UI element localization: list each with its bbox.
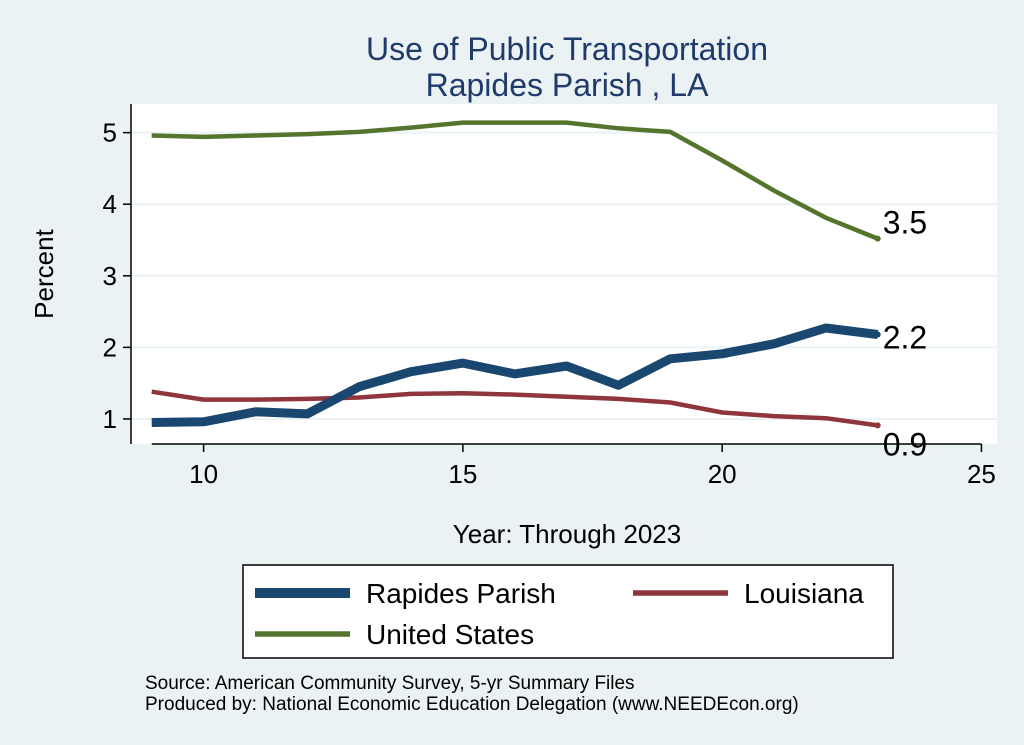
legend-box — [242, 564, 894, 659]
plot-area — [131, 104, 997, 444]
produced-note: Produced by: National Economic Education… — [145, 694, 799, 715]
x-tick-label: 15 — [448, 459, 477, 489]
y-tick-label: 5 — [103, 118, 117, 148]
end-label: 2.2 — [883, 319, 927, 355]
legend-label: Louisiana — [744, 578, 864, 609]
end-point — [874, 422, 881, 429]
end-label: 3.5 — [883, 205, 927, 241]
y-axis-label: Percent — [29, 228, 59, 318]
x-axis-label: Year: Through 2023 — [453, 519, 681, 549]
series-line-united-states — [151, 120, 879, 241]
axes: 1 2 3 4 5 10 15 20 25 — [103, 104, 996, 489]
end-point — [874, 235, 881, 242]
x-tick-label: 25 — [967, 459, 996, 489]
x-tick-label: 10 — [189, 459, 218, 489]
y-tick-label: 4 — [103, 189, 117, 219]
source-note: Source: American Community Survey, 5-yr … — [145, 673, 635, 694]
chart-subtitle: Rapides Parish , LA — [426, 67, 709, 103]
y-tick-label: 3 — [103, 261, 117, 291]
end-point — [874, 331, 881, 338]
x-tick-label: 20 — [708, 459, 737, 489]
series-line-rapides-parish — [151, 323, 879, 427]
end-label: 0.9 — [883, 426, 927, 462]
series-group — [151, 120, 879, 428]
gridlines — [131, 131, 997, 420]
end-labels: 2.2 0.9 3.5 — [874, 205, 927, 462]
y-tick-label: 1 — [103, 404, 117, 434]
legend-label: Rapides Parish — [366, 578, 556, 609]
legend-label: United States — [366, 619, 534, 650]
series-line-louisiana — [151, 389, 879, 428]
legend: Rapides Parish Louisiana United States — [242, 564, 894, 659]
chart-title: Use of Public Transportation — [366, 31, 768, 67]
y-tick-label: 2 — [103, 332, 117, 362]
